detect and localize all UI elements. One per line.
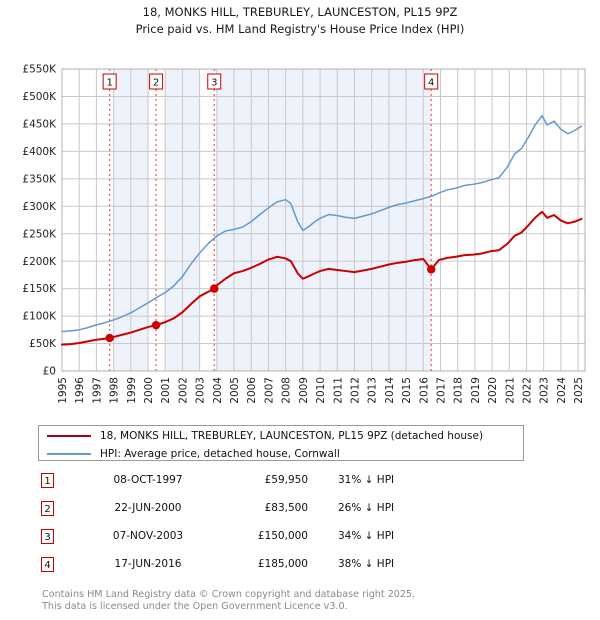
x-axis-tick-label: 2021 bbox=[504, 377, 516, 404]
row-price: £59,950 bbox=[264, 474, 308, 486]
y-axis-tick-label: £300K bbox=[22, 201, 57, 213]
footer-line-1: Contains HM Land Registry data © Crown c… bbox=[42, 589, 416, 600]
plot-frame bbox=[61, 68, 586, 372]
y-axis-tick-label: £100K bbox=[22, 311, 57, 323]
x-axis-tick-label: 2012 bbox=[349, 377, 361, 404]
marker-badge[interactable] bbox=[424, 73, 439, 90]
row-price: £150,000 bbox=[257, 530, 308, 542]
legend-item-property: 18, MONKS HILL, TREBURLEY, LAUNCESTON, P… bbox=[39, 427, 523, 444]
row-hpi-delta: 26% ↓ HPI bbox=[338, 502, 395, 514]
x-axis-tick-label: 1997 bbox=[91, 377, 103, 404]
table-row[interactable]: 1 08-OCT-1997 £59,950 31% ↓ HPI bbox=[38, 470, 468, 498]
marker-badge-label: 2 bbox=[153, 78, 159, 89]
marker-badge[interactable] bbox=[149, 73, 164, 90]
x-axis-tick-label: 2000 bbox=[143, 377, 155, 404]
x-axis-tick-label: 1999 bbox=[126, 377, 138, 404]
marker-badge[interactable] bbox=[207, 73, 222, 90]
row-date: 17-JUN-2016 bbox=[114, 558, 182, 570]
legend-swatch-property bbox=[47, 434, 91, 437]
page-title: 18, MONKS HILL, TREBURLEY, LAUNCESTON, P… bbox=[0, 4, 600, 38]
x-axis-tick-label: 2005 bbox=[229, 377, 241, 404]
x-axis-tick-label: 2014 bbox=[384, 377, 396, 404]
x-axis-tick-label: 2025 bbox=[573, 377, 585, 404]
row-hpi-delta: 34% ↓ HPI bbox=[338, 530, 395, 542]
x-axis-tick-label: 2018 bbox=[453, 377, 465, 404]
y-axis-tick-label: £550K bbox=[22, 64, 57, 76]
row-price: £185,000 bbox=[257, 558, 308, 570]
row-date: 08-OCT-1997 bbox=[113, 474, 183, 486]
footer-attribution: Contains HM Land Registry data © Crown c… bbox=[42, 589, 562, 612]
sale-point[interactable] bbox=[210, 284, 219, 293]
legend-label-hpi: HPI: Average price, detached house, Corn… bbox=[100, 447, 340, 460]
y-axis-tick-label: £350K bbox=[22, 173, 57, 185]
title-line-1: 18, MONKS HILL, TREBURLEY, LAUNCESTON, P… bbox=[142, 5, 458, 19]
marker-badge[interactable] bbox=[102, 73, 117, 90]
price-history-chart: £0 £50K £100K £150K £200K £250K £300K £350K £400… bbox=[22, 64, 586, 404]
x-axis-tick-label: 2019 bbox=[470, 377, 482, 404]
x-axis-tick-label: 2024 bbox=[556, 377, 568, 404]
row-badge: 4 bbox=[41, 557, 54, 572]
x-axis-tick-label: 2016 bbox=[418, 377, 430, 404]
y-axis-tick-label: £250K bbox=[22, 228, 57, 240]
x-axis-tick-label: 1995 bbox=[57, 377, 69, 404]
x-axis-tick-label: 2017 bbox=[435, 377, 447, 404]
x-axis-tick-label: 2013 bbox=[367, 377, 379, 404]
y-axis-tick-label: £200K bbox=[22, 256, 57, 268]
y-axis-tick-label: £400K bbox=[22, 146, 57, 158]
marker-badge-label: 1 bbox=[106, 78, 112, 89]
x-axis-tick-label: 2007 bbox=[263, 377, 275, 404]
y-axis-tick-label: £500K bbox=[22, 91, 57, 103]
transactions-table: 1 08-OCT-1997 £59,950 31% ↓ HPI 2 22-JUN… bbox=[38, 470, 468, 582]
x-axis-tick-label: 1998 bbox=[109, 377, 121, 404]
row-badge: 3 bbox=[41, 529, 54, 544]
y-axis-tick-label: £450K bbox=[22, 119, 57, 131]
x-axis-tick-label: 2002 bbox=[177, 377, 189, 404]
row-date: 22-JUN-2000 bbox=[114, 502, 182, 514]
row-badge: 2 bbox=[41, 501, 54, 516]
x-axis-tick-label: 2010 bbox=[315, 377, 327, 404]
table-row[interactable]: 2 22-JUN-2000 £83,500 26% ↓ HPI bbox=[38, 498, 468, 526]
y-axis-tick-label: £0 bbox=[43, 366, 56, 378]
x-axis-tick-label: 2023 bbox=[539, 377, 551, 404]
x-axis-tick-label: 2006 bbox=[246, 377, 258, 404]
table-row[interactable]: 3 07-NOV-2003 £150,000 34% ↓ HPI bbox=[38, 526, 468, 554]
row-badge: 1 bbox=[41, 473, 54, 488]
title-line-2: Price paid vs. HM Land Registry's House … bbox=[135, 22, 465, 36]
sale-point[interactable] bbox=[151, 320, 161, 330]
legend-label-property: 18, MONKS HILL, TREBURLEY, LAUNCESTON, P… bbox=[100, 429, 484, 442]
sale-point[interactable] bbox=[426, 265, 436, 274]
row-price: £83,500 bbox=[264, 502, 308, 514]
x-axis-tick-label: 2009 bbox=[298, 377, 310, 404]
x-axis-tick-label: 2022 bbox=[522, 377, 534, 404]
shaded-band bbox=[216, 69, 432, 371]
y-axis-tick-label: £150K bbox=[22, 283, 57, 295]
x-axis-tick-label: 2008 bbox=[281, 377, 293, 404]
x-axis-tick-label: 1996 bbox=[74, 377, 86, 404]
row-hpi-delta: 38% ↓ HPI bbox=[338, 558, 395, 570]
footer-line-2: This data is licensed under the Open Gov… bbox=[42, 600, 348, 612]
marker-badge-label: 3 bbox=[211, 78, 217, 89]
hpi-line bbox=[61, 114, 583, 333]
y-axis-tick-label: £50K bbox=[29, 338, 57, 350]
x-axis-tick-label: 2015 bbox=[401, 377, 413, 404]
marker-badge-label: 4 bbox=[428, 78, 434, 89]
table-row[interactable]: 4 17-JUN-2016 £185,000 38% ↓ HPI bbox=[38, 554, 468, 582]
x-axis-tick-label: 2011 bbox=[332, 377, 344, 404]
row-hpi-delta: 31% ↓ HPI bbox=[338, 474, 395, 486]
sale-point[interactable] bbox=[105, 333, 114, 343]
legend-item-hpi: HPI: Average price, detached house, Corn… bbox=[39, 445, 523, 462]
x-axis-tick-label: 2004 bbox=[212, 377, 224, 404]
x-axis-tick-label: 2003 bbox=[195, 377, 207, 404]
row-date: 07-NOV-2003 bbox=[112, 530, 184, 542]
legend-swatch-hpi bbox=[47, 452, 91, 455]
x-axis-tick-label: 2020 bbox=[487, 377, 499, 404]
x-axis-tick-label: 2001 bbox=[160, 377, 172, 404]
chart-legend: 18, MONKS HILL, TREBURLEY, LAUNCESTON, P… bbox=[38, 425, 524, 461]
